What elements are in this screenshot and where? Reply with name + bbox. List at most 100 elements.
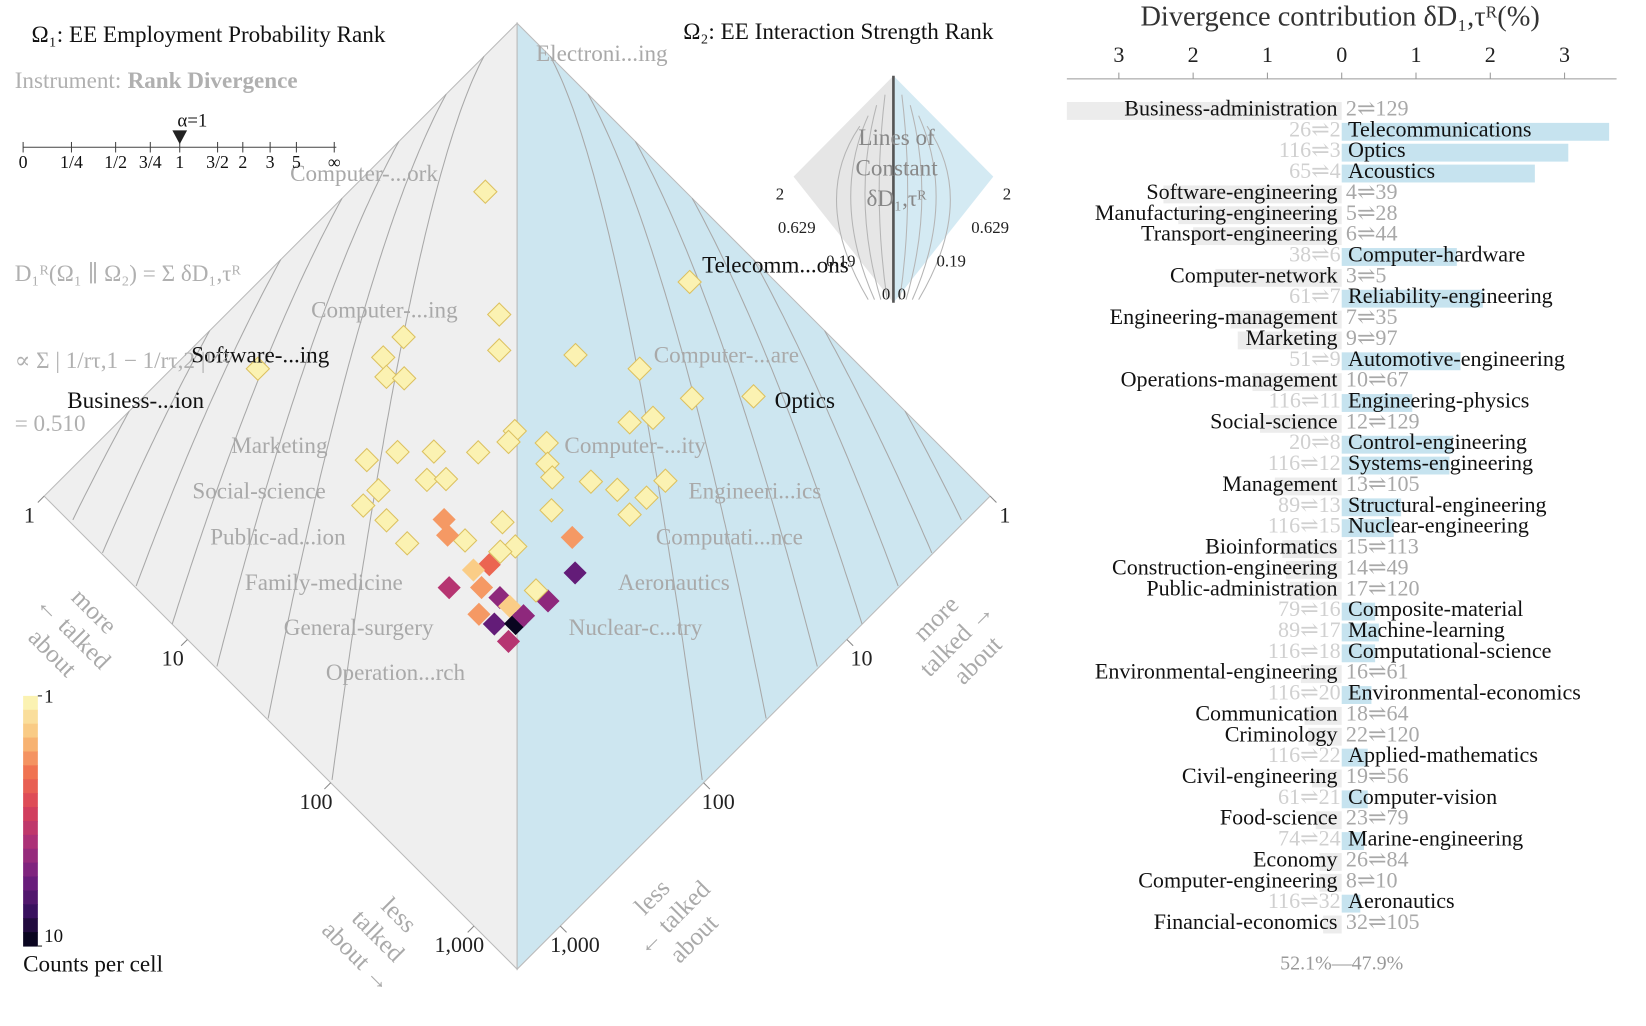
bar bbox=[1341, 122, 1610, 141]
instrument-name: Rank Divergence bbox=[128, 68, 298, 94]
bar bbox=[1341, 352, 1461, 371]
contour-line bbox=[691, 197, 863, 625]
colorbar-segment bbox=[23, 890, 38, 905]
rank-pair: 9⇌97 bbox=[1346, 325, 1398, 350]
rank-pair: 4⇌39 bbox=[1346, 179, 1398, 204]
bar bbox=[1341, 456, 1450, 475]
category-label: Construction-engineering bbox=[1112, 554, 1337, 579]
item-label: Computati...nce bbox=[656, 525, 803, 551]
alpha-tick-label: 3/2 bbox=[206, 152, 229, 172]
rank-pair: 5⇌28 bbox=[1346, 200, 1398, 225]
bar bbox=[1311, 769, 1342, 788]
category-label: Automotive-engineering bbox=[1348, 346, 1565, 371]
category-label: Bioinformatics bbox=[1205, 534, 1337, 559]
inset-contour bbox=[905, 105, 923, 300]
colorbar-segment bbox=[23, 737, 38, 753]
rank-pair: 116⇌12 bbox=[1268, 450, 1341, 475]
inset-title: Constant bbox=[855, 156, 938, 182]
bar bbox=[1319, 852, 1342, 871]
bar bbox=[1178, 206, 1342, 225]
heatmap-cell bbox=[640, 405, 666, 431]
heatmap-cell bbox=[354, 447, 380, 473]
contour-line bbox=[216, 141, 400, 667]
item-label: Public-ad...ion bbox=[210, 525, 346, 551]
heatmap-cell bbox=[486, 302, 512, 327]
rank-pair: 74⇌24 bbox=[1278, 826, 1341, 851]
bar bbox=[1304, 706, 1342, 725]
heatmap-cell bbox=[385, 439, 410, 465]
category-label: Marketing bbox=[1246, 325, 1338, 350]
colorbar-title: Counts per cell bbox=[23, 951, 163, 977]
x-tick-label: 1 bbox=[1410, 42, 1421, 67]
rank-pair: 26⇌84 bbox=[1346, 846, 1409, 871]
heatmap-cell bbox=[496, 429, 521, 455]
colorbar-segment bbox=[23, 807, 38, 822]
x-tick-label: 100 bbox=[299, 789, 332, 814]
title-right: Ω₂: EE Interaction Strength Rank bbox=[683, 19, 994, 45]
x-tick-label: 10 bbox=[162, 646, 184, 671]
heatmap-cell bbox=[487, 539, 513, 564]
colorbar-segment bbox=[23, 765, 38, 780]
bar bbox=[1323, 915, 1342, 934]
heatmap-cell bbox=[366, 478, 391, 503]
category-label: Environmental-economics bbox=[1348, 680, 1581, 705]
category-label: Social-science bbox=[1210, 408, 1338, 433]
y-tick bbox=[846, 639, 854, 647]
heatmap-cell bbox=[473, 179, 498, 205]
bar bbox=[1341, 289, 1483, 308]
rank-pair: 23⇌79 bbox=[1346, 805, 1409, 830]
item-label: Marketing bbox=[231, 433, 328, 459]
bar bbox=[1308, 727, 1342, 746]
bar bbox=[1341, 790, 1368, 809]
contour-line bbox=[824, 330, 933, 554]
rank-pair: 89⇌17 bbox=[1278, 617, 1341, 642]
alpha-tick-label: 5 bbox=[292, 152, 301, 172]
contour-line bbox=[171, 197, 343, 625]
category-label: Marine-engineering bbox=[1348, 826, 1523, 851]
category-label: Financial-economics bbox=[1154, 909, 1338, 934]
alpha-tick-label: 1/4 bbox=[60, 152, 83, 172]
inset-contour bbox=[836, 125, 869, 300]
bar bbox=[1163, 185, 1342, 204]
bar bbox=[1341, 435, 1454, 454]
heatmap-cell bbox=[617, 502, 642, 527]
contour-line bbox=[72, 410, 130, 521]
x-tick-label: 1,000 bbox=[434, 932, 484, 957]
alpha-tick-label: 3 bbox=[266, 152, 275, 172]
alpha-tick-label: 3/4 bbox=[139, 152, 162, 172]
bar bbox=[1341, 164, 1535, 183]
item-label: Engineeri...ics bbox=[688, 478, 821, 504]
rank-pair: 7⇌35 bbox=[1346, 304, 1398, 329]
rank-pair: 116⇌15 bbox=[1268, 513, 1341, 538]
bar bbox=[1341, 394, 1413, 412]
inset-legend: Lines of Constant δD₁,τᴿ 2 2 0.629 0.629 0.19 0.… bbox=[776, 75, 1011, 303]
rank-pair: 13⇌105 bbox=[1346, 471, 1420, 496]
alpha-marker bbox=[172, 130, 188, 145]
heatmap-cell bbox=[523, 578, 549, 603]
rank-pair: 19⇌56 bbox=[1346, 763, 1409, 788]
heatmap-cell bbox=[653, 468, 678, 494]
rank-pair: 8⇌10 bbox=[1346, 867, 1398, 892]
inset-tick-label: 2 bbox=[776, 184, 784, 203]
alpha-tick-label: 2 bbox=[238, 152, 247, 172]
rank-pair: 18⇌64 bbox=[1346, 700, 1409, 725]
heatmap-cell bbox=[741, 384, 766, 409]
title-left: Ω₁: EE Employment Probability Rank bbox=[32, 22, 386, 48]
alpha-label: α=1 bbox=[177, 110, 207, 131]
category-label: Engineering-management bbox=[1110, 304, 1338, 329]
colorbar-segment bbox=[23, 723, 38, 739]
inset-contour bbox=[918, 125, 951, 300]
colorbar-tick-label: 1 bbox=[44, 686, 53, 707]
x-tick-label: 0 bbox=[1336, 42, 1347, 67]
category-label: Food-science bbox=[1220, 805, 1338, 830]
colorbar-tick-label: 10 bbox=[44, 926, 63, 947]
instrument-label: Instrument: bbox=[15, 68, 122, 94]
bar bbox=[1289, 581, 1342, 600]
inset-contour bbox=[850, 115, 875, 300]
colorbar-segment bbox=[23, 904, 38, 919]
inset-contour bbox=[899, 94, 909, 300]
category-label: Business-administration bbox=[1124, 95, 1337, 120]
rank-pair: 16⇌61 bbox=[1346, 659, 1409, 684]
